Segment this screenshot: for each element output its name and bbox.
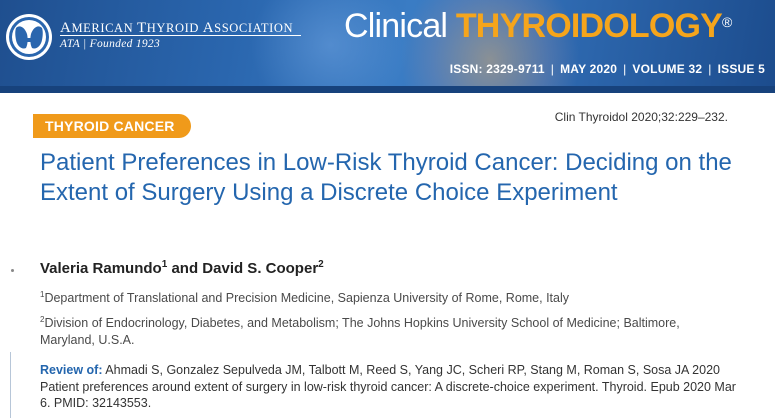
author-line: Valeria Ramundo1 and David S. Cooper2 bbox=[40, 259, 324, 277]
association-rule bbox=[60, 35, 301, 36]
banner-glow-left bbox=[250, 0, 410, 93]
review-text[interactable]: Ahmadi S, Gonzalez Sepulveda JM, Talbott… bbox=[40, 363, 736, 410]
volume: VOLUME 32 bbox=[632, 62, 703, 76]
journal-title-thyroidology: THYROIDOLOGY bbox=[455, 7, 723, 45]
affiliation: 2Division of Endocrinology, Diabetes, an… bbox=[40, 311, 720, 349]
affiliation-mark: 2 bbox=[40, 315, 45, 324]
citation: Clin Thyroidol 2020;32:229–232. bbox=[554, 110, 728, 124]
author-affiliation-mark: 1 bbox=[161, 259, 168, 270]
issn: ISSN: 2329-9711 bbox=[449, 62, 545, 76]
journal-banner: AMERICAN THYROID ASSOCIATION ATA | Found… bbox=[0, 0, 775, 93]
association-name: AMERICAN THYROID ASSOCIATION bbox=[60, 20, 294, 36]
affiliation: 1Department of Translational and Precisi… bbox=[40, 286, 720, 307]
author-affiliation-mark: 2 bbox=[318, 259, 324, 270]
affiliation-text: Division of Endocrinology, Diabetes, and… bbox=[40, 316, 680, 348]
article-title: Patient Preferences in Low-Risk Thyroid … bbox=[40, 149, 732, 206]
journal-title-clinical: Clinical bbox=[344, 7, 456, 45]
issue-info: ISSN: 2329-9711 | MAY 2020 | VOLUME 32 | ISSUE… bbox=[450, 62, 765, 76]
journal-title: Clinical THYROIDOLOGY® bbox=[344, 4, 732, 48]
banner-bottom-strip bbox=[0, 86, 775, 93]
issue-date: MAY 2020 bbox=[560, 62, 618, 76]
author-joiner: and bbox=[167, 260, 203, 277]
affiliation-text: Department of Translational and Precisio… bbox=[44, 291, 570, 306]
association-subtitle: ATA | Founded 1923 bbox=[60, 38, 161, 50]
review-label: Review of: bbox=[40, 363, 103, 377]
issue-number: ISSUE 5 bbox=[717, 62, 765, 76]
review-reference: Review of: Ahmadi S, Gonzalez Sepulveda … bbox=[40, 362, 745, 412]
margin-rule bbox=[10, 352, 11, 418]
separator: | bbox=[550, 62, 555, 76]
thyroid-butterfly-icon[interactable] bbox=[6, 14, 52, 60]
separator: | bbox=[708, 62, 712, 76]
author-name[interactable]: David S. Cooper bbox=[202, 260, 319, 277]
affiliation-mark: 1 bbox=[40, 290, 45, 299]
registered-mark: ® bbox=[722, 14, 732, 30]
author-name[interactable]: Valeria Ramundo bbox=[40, 260, 162, 277]
separator: | bbox=[623, 62, 627, 76]
section-tag[interactable]: THYROID CANCER bbox=[33, 114, 191, 138]
thyroid-logo-shape bbox=[9, 17, 49, 57]
banner-glow bbox=[400, 0, 580, 93]
margin-mark bbox=[11, 269, 14, 272]
